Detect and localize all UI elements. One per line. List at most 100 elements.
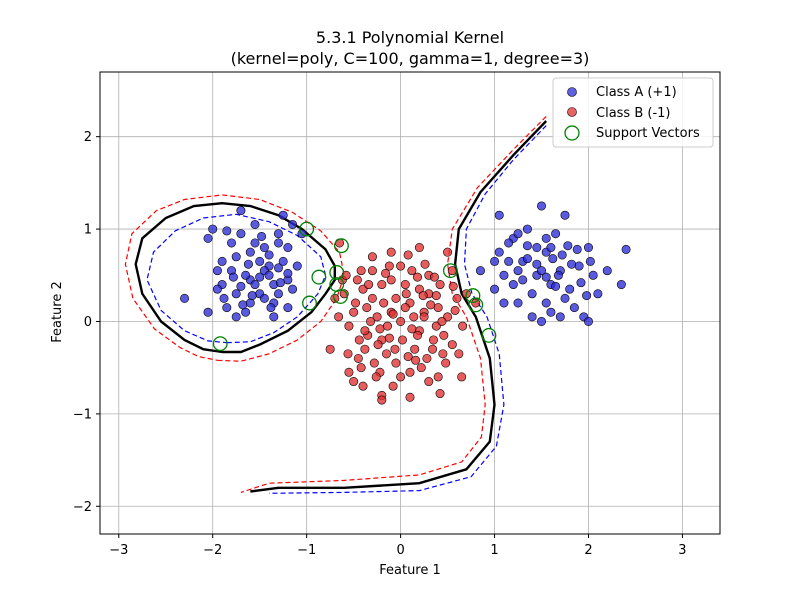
class-a-point (241, 270, 251, 280)
class-a-point (560, 293, 570, 303)
y-tick-label: 1 (84, 223, 92, 238)
class-b-point (334, 312, 344, 322)
class-a-point (522, 241, 532, 251)
class-b-point (344, 321, 354, 331)
class-b-point (405, 367, 415, 377)
class-a-point (273, 289, 283, 299)
plot-area (124, 115, 631, 494)
class-a-point (475, 266, 485, 276)
class-b-point (330, 293, 340, 303)
class-a-point (555, 312, 565, 322)
support-vector-marker (442, 263, 458, 279)
class-b-point (411, 355, 421, 365)
class-b-point (413, 272, 423, 282)
class-b-point (416, 363, 426, 373)
class-a-point (574, 261, 584, 271)
class-a-point (569, 303, 579, 313)
class-a-point (231, 289, 241, 299)
class-a-point (576, 278, 586, 288)
class-b-point (356, 266, 366, 276)
support-vector-marker (329, 265, 345, 280)
support-vector-marker (465, 288, 481, 304)
legend-frame (552, 77, 714, 148)
class-a-point (219, 293, 229, 303)
class-a-point (227, 238, 237, 248)
class-b-point (386, 275, 396, 285)
class-b-point (367, 252, 377, 262)
class-b-point (422, 353, 432, 363)
class-b-point (349, 307, 359, 317)
class-a-point (504, 256, 514, 266)
support-vector-marker (333, 289, 348, 304)
decision-boundary-curve (250, 120, 548, 493)
class-a-point (180, 293, 190, 303)
margin-curve-negative (240, 115, 547, 493)
x-tick-label: −1 (297, 543, 316, 558)
class-a-point (243, 259, 253, 269)
y-tick-label: −2 (73, 500, 92, 515)
class-b-point (407, 324, 417, 334)
class-a-point (532, 259, 542, 269)
legend-class-b-label: Class B (-1) (596, 106, 671, 121)
class-a-point (541, 233, 551, 243)
class-b-point (403, 250, 413, 260)
class-a-point (238, 300, 248, 310)
class-b-point (441, 358, 451, 368)
class-a-point (541, 272, 551, 282)
class-a-point (273, 263, 283, 273)
class-b-point (390, 344, 400, 354)
class-b-point (439, 330, 449, 340)
class-a-point (494, 210, 504, 220)
class-a-point (245, 298, 255, 308)
class-b-point (384, 333, 394, 343)
class-a-point (546, 307, 556, 317)
x-tick-label: −2 (203, 543, 222, 558)
class-b-point (443, 247, 453, 257)
class-a-point (212, 266, 222, 276)
class-b-point (360, 344, 370, 354)
class-b-point (413, 330, 423, 340)
class-b-point (397, 335, 407, 345)
class-b-point (403, 352, 413, 362)
class-b-point (366, 316, 376, 326)
class-a-point (494, 247, 504, 257)
class-b-point (391, 293, 401, 303)
class-a-point (553, 270, 563, 280)
class-b-point (454, 349, 464, 359)
class-b-point (400, 303, 410, 313)
class-b-point (409, 312, 419, 322)
class-b-point (369, 358, 379, 368)
y-tick-label: 2 (84, 130, 92, 145)
class-a-point (527, 312, 537, 322)
x-tick-label: 2 (584, 543, 592, 558)
class-b-point (396, 316, 406, 326)
class-a-point (217, 256, 227, 266)
class-b-point (353, 353, 363, 363)
class-a-point (513, 229, 523, 239)
class-a-point (551, 229, 561, 239)
support-vector-marker (302, 295, 317, 311)
class-b-point (367, 293, 377, 303)
class-b-point (381, 268, 391, 278)
support-vector-marker (333, 238, 349, 254)
x-tick-label: 0 (396, 543, 404, 558)
class-b-point (382, 349, 392, 359)
class-b-point (431, 291, 441, 301)
grid-lines (100, 72, 720, 534)
class-a-point (257, 231, 267, 241)
class-b-point (362, 303, 372, 313)
class-a-point (283, 268, 293, 278)
class-a-point (269, 312, 279, 322)
class-b-point (450, 305, 460, 315)
class-a-point (572, 244, 582, 254)
class-b-point (410, 344, 420, 354)
class-a-point (292, 261, 302, 271)
class-b-point (343, 349, 353, 359)
class-b-point (388, 309, 398, 319)
class-b-point (391, 358, 401, 368)
axes: −3 −2 −1 0 1 2 3 −2 −1 0 1 2 (73, 71, 721, 558)
class-b-point (418, 291, 428, 301)
legend: Class A (+1) Class B (-1) Support Vector… (552, 77, 714, 148)
class-b-point (360, 326, 370, 336)
